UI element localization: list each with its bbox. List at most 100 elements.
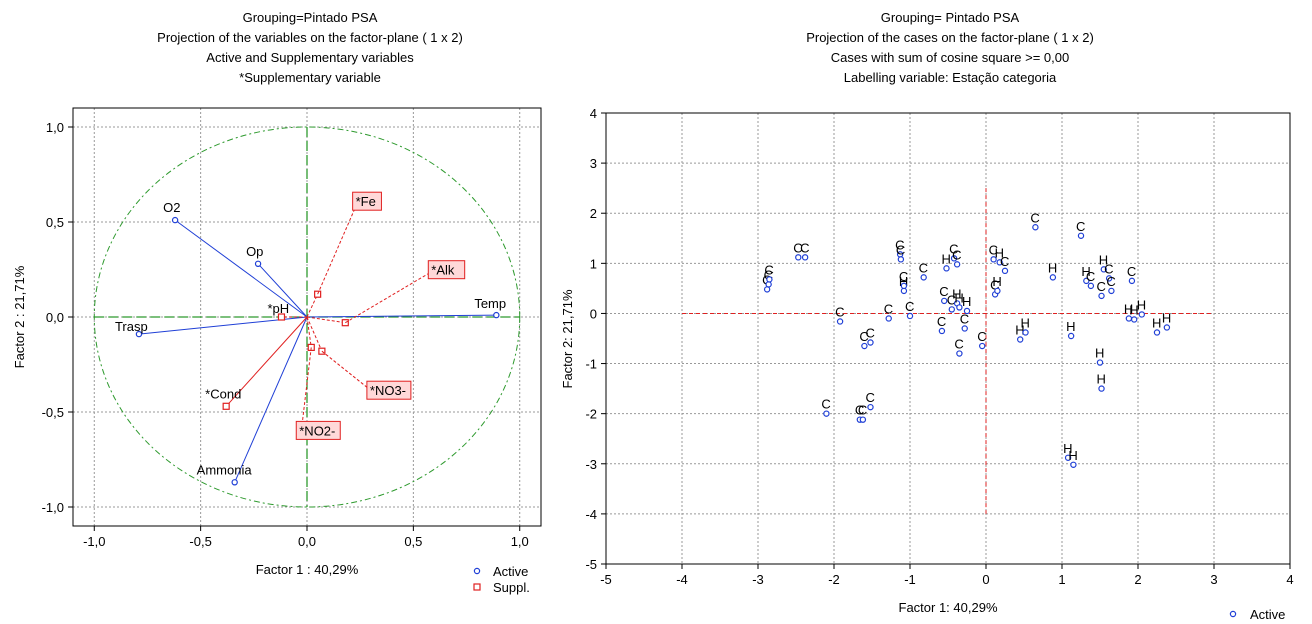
case-point-label: H	[992, 274, 1001, 289]
left-xtick-label: -0,5	[189, 534, 211, 549]
case-point-label: C	[1000, 254, 1009, 269]
case-point	[867, 403, 874, 411]
case-point-label: C	[960, 311, 969, 326]
case-point-label: C	[949, 241, 958, 256]
case-point	[1100, 266, 1108, 273]
case-point	[990, 256, 997, 263]
case-point	[948, 306, 956, 313]
suppl-point	[222, 402, 230, 410]
case-point-label: H	[1129, 302, 1138, 317]
suppl-label-box	[295, 420, 341, 440]
case-point-label: H	[1068, 448, 1077, 463]
left-title-line-4: *Supplementary variable	[239, 70, 381, 85]
case-point-label: H	[1162, 310, 1171, 325]
right-legend-active-marker	[1229, 610, 1237, 618]
right-title-line-1: Grouping= Pintado PSA	[880, 10, 1020, 25]
case-point-label: H	[952, 286, 961, 301]
case-point	[941, 297, 948, 305]
case-point	[956, 350, 963, 357]
right-ytick-label: 0	[590, 306, 597, 321]
left-xtick-label: 1,0	[511, 534, 529, 549]
suppl-vector	[306, 316, 346, 324]
case-point	[961, 325, 968, 332]
case-point	[1017, 336, 1024, 343]
case-point-label: C	[1086, 269, 1095, 284]
active-point	[254, 260, 262, 267]
suppl-vector	[306, 316, 323, 352]
active-point-label: Temp	[474, 296, 506, 311]
active-vector	[306, 314, 497, 318]
active-point	[135, 330, 143, 338]
case-point-label: H	[1021, 315, 1030, 330]
case-point	[953, 261, 961, 268]
right-ytick-label: 1	[590, 256, 597, 271]
case-point-label: C	[859, 329, 868, 344]
suppl-label-box	[352, 191, 382, 211]
case-point	[763, 286, 771, 293]
case-point-label: C	[865, 390, 874, 405]
case-point	[1096, 359, 1104, 366]
right-xtick-label: 4	[1286, 572, 1293, 587]
right-ytick-label: 2	[590, 206, 597, 221]
active-vector	[234, 316, 308, 483]
case-point	[1163, 324, 1171, 331]
right-xtick-label: 0	[982, 572, 989, 587]
case-point-label: C	[835, 304, 844, 319]
left-ytick-label: -0,5	[42, 405, 64, 420]
case-point	[1001, 267, 1009, 275]
case-point	[1098, 385, 1105, 392]
right-ytick-label: 4	[590, 106, 597, 121]
legend-suppl-label: Suppl.	[493, 580, 530, 595]
right-title-line-2: Projection of the cases on the factor-pl…	[806, 30, 1094, 45]
case-point-label: C	[895, 237, 904, 252]
case-point-label: C	[947, 292, 956, 307]
case-point	[906, 312, 914, 320]
case-point	[956, 304, 963, 311]
case-point	[1098, 292, 1105, 300]
right-x-axis-title: Factor 1: 40,29%	[899, 600, 998, 615]
suppl-label-leader	[317, 202, 359, 295]
left-title-line-2: Projection of the variables on the facto…	[157, 30, 463, 45]
case-point-label: H	[1137, 297, 1146, 312]
case-point-label: H	[1152, 315, 1161, 330]
right-ytick-label: -5	[585, 557, 597, 572]
case-point-label: C	[919, 260, 928, 275]
suppl-point-label: *Cond	[205, 386, 241, 401]
left-plot-frame	[72, 107, 542, 527]
case-point-label: C	[1104, 261, 1113, 276]
case-point	[1138, 311, 1146, 318]
case-point-label: C	[793, 240, 802, 255]
case-point-label: C	[764, 267, 773, 282]
case-point	[979, 342, 986, 350]
case-point-label: C	[764, 262, 773, 277]
case-point	[1153, 329, 1161, 336]
active-vector	[257, 263, 308, 318]
right-ytick-label: -3	[585, 457, 597, 472]
suppl-vector	[306, 293, 319, 318]
case-point-label: C	[1030, 210, 1039, 225]
suppl-vector	[225, 316, 308, 407]
suppl-point-label: *Alk	[431, 263, 455, 278]
case-point-label: C	[939, 284, 948, 299]
case-point	[795, 254, 802, 261]
case-point	[920, 274, 927, 281]
left-x-axis-title: Factor 1 : 40,29%	[256, 562, 359, 577]
right-title-line-3: Cases with sum of cosine square >= 0,00	[830, 50, 1070, 65]
case-point	[1083, 277, 1090, 285]
case-point-label: C	[896, 242, 905, 257]
active-point-label: Ammonia	[197, 462, 253, 477]
left-title-line-3: Active and Supplementary variables	[206, 50, 414, 65]
case-point-label: C	[1106, 274, 1115, 289]
suppl-label-leader	[345, 270, 434, 324]
right-ytick-label: -4	[585, 507, 597, 522]
suppl-label-box	[366, 380, 412, 400]
case-point	[1032, 224, 1039, 231]
case-point-label: H	[1066, 319, 1075, 334]
case-point	[1067, 332, 1075, 340]
case-point	[996, 259, 1003, 266]
active-point	[171, 216, 179, 224]
active-point-label: O2	[163, 200, 180, 215]
case-point	[1105, 275, 1113, 282]
case-point-label: C	[1097, 279, 1106, 294]
case-point	[861, 342, 868, 350]
